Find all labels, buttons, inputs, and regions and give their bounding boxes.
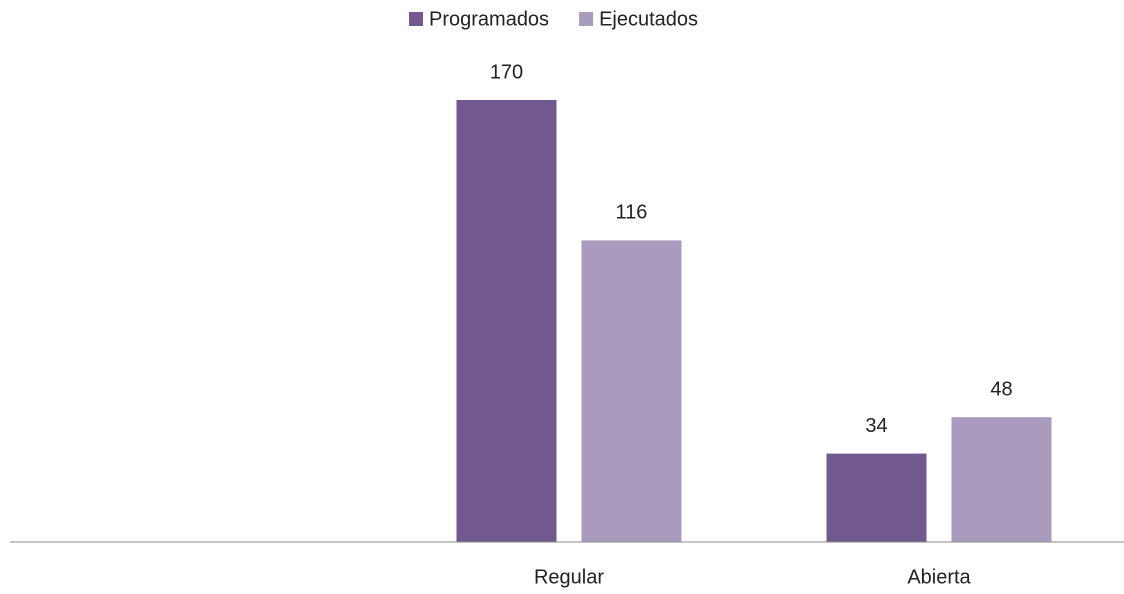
legend-label: Ejecutados xyxy=(599,8,698,30)
data-label: 48 xyxy=(990,378,1012,400)
bar xyxy=(826,453,927,542)
data-label: 170 xyxy=(490,61,523,83)
legend-label: Programados xyxy=(429,8,549,30)
legend-swatch xyxy=(409,12,423,26)
data-label: 116 xyxy=(616,202,648,224)
bar xyxy=(951,417,1052,542)
data-label: 34 xyxy=(865,415,887,437)
x-tick-label: Abierta xyxy=(907,566,971,588)
x-tick-label: Regular xyxy=(534,566,604,588)
bar xyxy=(581,240,682,542)
legend-swatch xyxy=(579,12,594,26)
bar xyxy=(456,100,557,542)
